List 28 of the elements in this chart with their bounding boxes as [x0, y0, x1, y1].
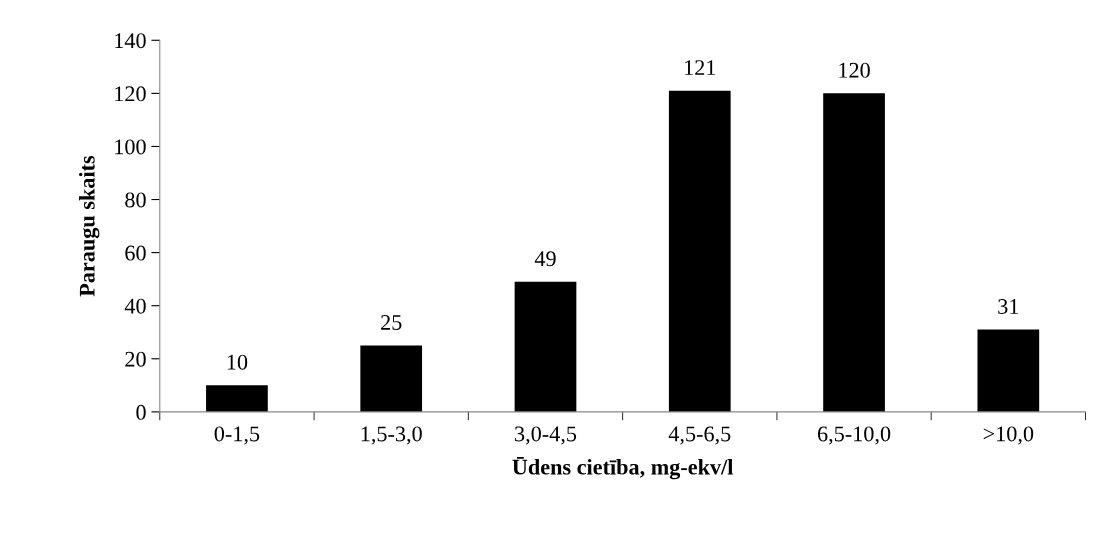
- data-label: 121: [685, 60, 716, 75]
- y-tick-label: 60: [125, 245, 146, 261]
- y-tick-label: 80: [125, 192, 146, 208]
- x-tick-label: 3,0-4,5: [515, 426, 577, 445]
- data-label: 10: [227, 354, 248, 370]
- bar: [668, 90, 731, 412]
- data-label: 25: [381, 314, 402, 330]
- bar: [360, 345, 423, 412]
- y-tick-label: 0: [136, 404, 146, 420]
- x-tick-label: 6,5-10,0: [817, 426, 891, 445]
- bar: [514, 281, 577, 412]
- data-label: 31: [998, 299, 1019, 314]
- data-label: 120: [839, 62, 870, 78]
- bar: [206, 385, 268, 412]
- y-tick-label: 20: [125, 351, 146, 367]
- y-tick-label: 120: [115, 86, 146, 102]
- x-tick-label: 4,5-6,5: [668, 426, 731, 445]
- x-tick-label: 0-1,5: [214, 426, 260, 445]
- x-tick-label: 1,5-3,0: [361, 426, 422, 445]
- y-tick-label: 140: [115, 33, 146, 49]
- bar: [977, 329, 1040, 412]
- y-tick-label: 100: [115, 139, 146, 155]
- x-axis-title: Ūdens cietība, mg-ekv/l: [512, 457, 734, 480]
- data-label: 49: [534, 251, 556, 267]
- x-tick-label: >10,0: [983, 426, 1034, 445]
- bar: [823, 93, 885, 412]
- y-axis-title: Paraugu skaits: [79, 155, 100, 297]
- y-tick-label: 40: [124, 298, 146, 314]
